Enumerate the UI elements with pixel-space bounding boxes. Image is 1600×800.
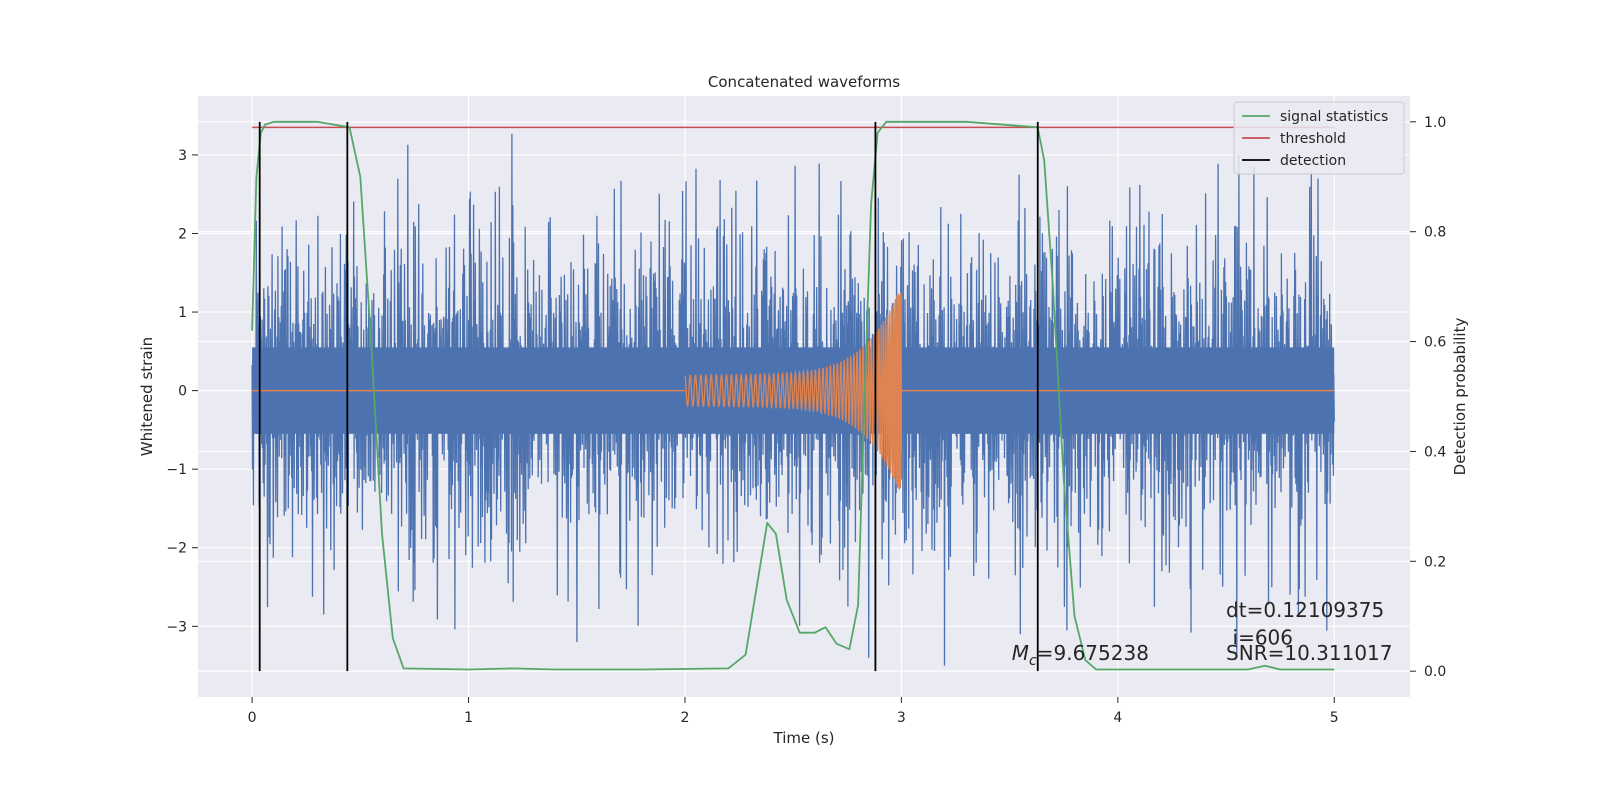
legend: signal statistics threshold detection — [1233, 101, 1405, 175]
annotations: dt=0.12109375 i=606 Mc=9.675238 SNR=10.3… — [1012, 598, 1393, 669]
i-annotation: i=606 — [1233, 625, 1294, 649]
legend-label: threshold — [1280, 131, 1346, 147]
dt-annotation: dt=0.12109375 — [1226, 598, 1384, 622]
y-tick-label: 2 — [178, 226, 187, 242]
x-axis-label: Time (s) — [773, 729, 835, 747]
y-tick-label: 1 — [178, 305, 187, 321]
legend-box — [1233, 101, 1405, 175]
chart-title: Concatenated waveforms — [708, 73, 900, 91]
y2-tick-label: 0.8 — [1424, 225, 1446, 241]
mc-value: =9.675238 — [1037, 641, 1149, 665]
x-tick-label: 5 — [1330, 710, 1339, 726]
y2-axis-label: Detection probability — [1451, 318, 1469, 476]
legend-label: detection — [1280, 153, 1346, 169]
x-tick-label: 1 — [464, 710, 473, 726]
signal-statistics-line — [251, 120, 1335, 671]
mc-symbol: M — [1012, 641, 1029, 665]
x-tick-label: 4 — [1113, 710, 1122, 726]
y-tick-label: −2 — [166, 541, 187, 557]
y-tick-label: 3 — [178, 148, 187, 164]
axes: 0 1 2 3 4 5 −3 −2 −1 0 1 2 3 0.0 0.2 0.4 0.6 0.8 1.0 — [166, 115, 1446, 726]
snr-annotation: SNR=10.311017 — [1226, 641, 1392, 665]
y-tick-label: −3 — [166, 619, 187, 635]
y-axis-label: Whitened strain — [138, 337, 156, 456]
y2-tick-label: 0.2 — [1424, 554, 1446, 570]
y-tick-label: 0 — [178, 384, 187, 400]
probability-series — [251, 120, 1335, 672]
y-tick-label: −1 — [166, 462, 187, 478]
y2-tick-label: 0.0 — [1424, 664, 1446, 680]
y2-tick-label: 1.0 — [1424, 115, 1446, 131]
x-tick-label: 0 — [248, 710, 257, 726]
mc-annotation: Mc=9.675238 — [1012, 641, 1149, 669]
mc-subscript: c — [1029, 653, 1037, 669]
x-tick-label: 2 — [681, 710, 690, 726]
y2-tick-label: 0.4 — [1424, 444, 1446, 460]
y2-tick-label: 0.6 — [1424, 335, 1446, 351]
legend-label: signal statistics — [1280, 109, 1388, 125]
x-tick-label: 3 — [897, 710, 906, 726]
